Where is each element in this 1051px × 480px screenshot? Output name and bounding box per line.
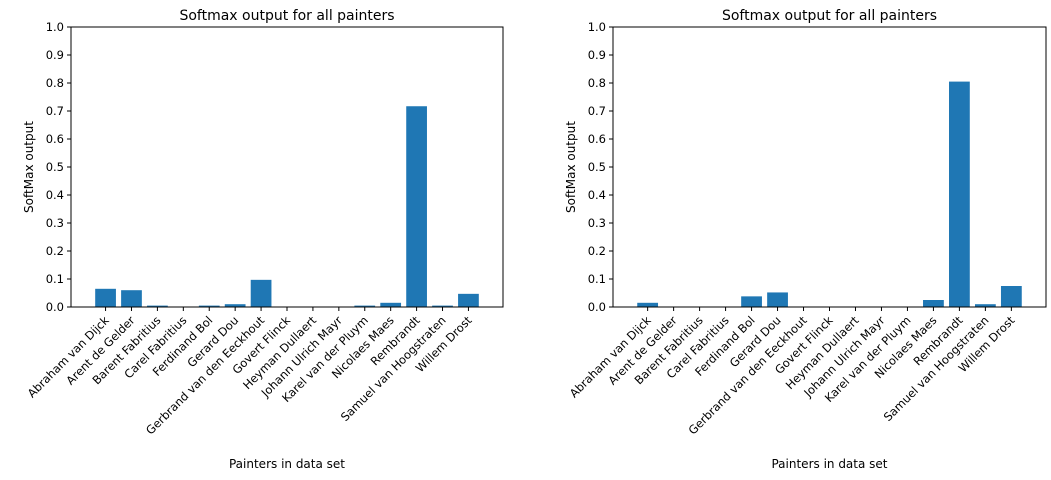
y-tick-label: 1.0 — [588, 20, 606, 34]
y-tick-label: 0.8 — [588, 76, 606, 90]
y-tick-label: 0.0 — [46, 300, 64, 314]
bar-7 — [251, 280, 272, 307]
bar-15 — [458, 294, 479, 307]
y-tick-label: 0.3 — [588, 216, 606, 230]
chart-title: Softmax output for all painters — [722, 8, 937, 24]
y-tick-label: 0.5 — [46, 160, 64, 174]
y-tick-label: 0.9 — [46, 48, 64, 62]
y-axis-label: SoftMax output — [564, 121, 578, 213]
y-tick-label: 0.1 — [46, 272, 64, 286]
y-tick-label: 0.3 — [46, 216, 64, 230]
bar-2 — [121, 290, 142, 307]
y-tick-label: 0.2 — [588, 244, 606, 258]
plot-frame — [71, 27, 503, 307]
y-tick-label: 0.7 — [588, 104, 606, 118]
y-tick-label: 1.0 — [46, 20, 64, 34]
y-tick-label: 0.6 — [46, 132, 64, 146]
y-tick-label: 0.9 — [588, 48, 606, 62]
bar-15 — [1001, 286, 1022, 307]
x-axis-label: Painters in data set — [229, 457, 345, 471]
bar-5 — [741, 296, 762, 307]
bar-13 — [406, 106, 427, 307]
bar-12 — [380, 303, 401, 307]
bar-12 — [923, 300, 944, 307]
bar-1 — [95, 289, 116, 307]
bar-1 — [637, 303, 658, 307]
y-tick-label: 0.5 — [588, 160, 606, 174]
plot-frame — [613, 27, 1046, 307]
y-tick-label: 0.4 — [46, 188, 64, 202]
y-tick-label: 0.7 — [46, 104, 64, 118]
y-axis-label: SoftMax output — [22, 121, 36, 213]
y-tick-label: 0.8 — [46, 76, 64, 90]
bar-6 — [767, 292, 788, 307]
y-tick-label: 0.0 — [588, 300, 606, 314]
chart-panel-1: Softmax output for all painters 0.0 0.1 0.2… — [22, 8, 503, 471]
y-tick-label: 0.2 — [46, 244, 64, 258]
x-axis-label: Painters in data set — [771, 457, 887, 471]
y-tick-label: 0.4 — [588, 188, 606, 202]
chart-title: Softmax output for all painters — [179, 8, 394, 24]
bar-13 — [949, 82, 970, 307]
y-tick-label: 0.6 — [588, 132, 606, 146]
chart-panel-2: Softmax output for all painters 0.0 0.1 0.2… — [564, 8, 1046, 471]
y-tick-label: 0.1 — [588, 272, 606, 286]
